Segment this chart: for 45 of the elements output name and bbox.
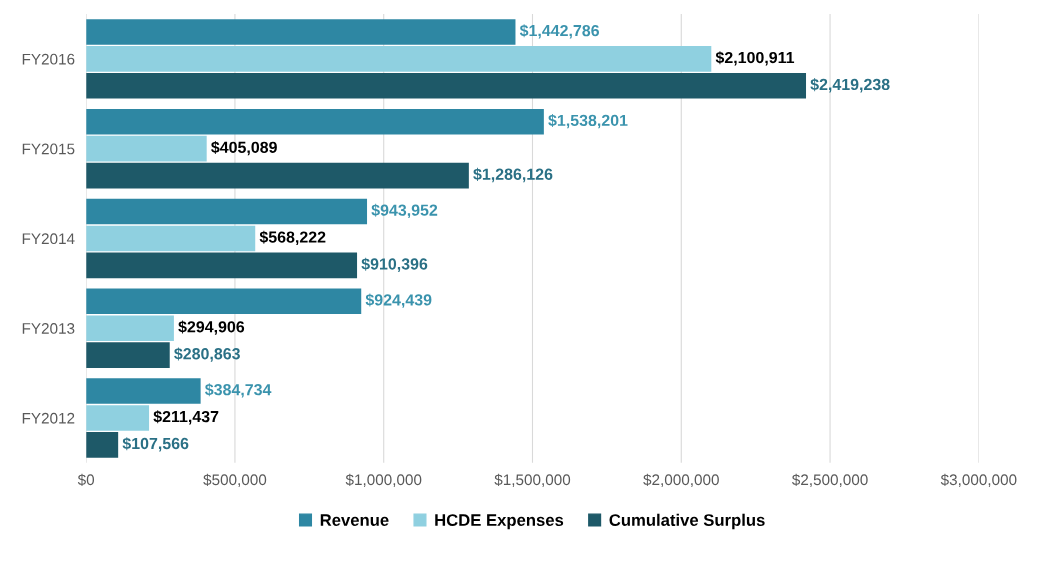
legend-label: HCDE Expenses <box>435 514 564 530</box>
legend-label: Revenue <box>320 514 389 526</box>
bar <box>86 108 544 135</box>
data-label: $568,222 <box>259 230 326 246</box>
data-label: $107,566 <box>122 437 189 452</box>
data-label: $1,538,201 <box>548 114 628 129</box>
data-label: $294,906 <box>178 320 245 335</box>
y-tick-label: FY2015 <box>22 143 75 155</box>
x-tick-label: $1,000,000 <box>345 473 422 487</box>
x-tick-label: $3,000,000 <box>940 473 1017 487</box>
data-label: $211,437 <box>153 410 219 425</box>
y-tick-label: FY2013 <box>22 323 75 334</box>
data-label: $943,952 <box>371 203 438 219</box>
bar <box>86 162 469 189</box>
bar <box>86 432 119 458</box>
bar <box>86 225 256 252</box>
legend-label: Cumulative Surplus <box>609 513 765 530</box>
bar <box>86 19 516 45</box>
y-tick-label: FY2016 <box>22 53 75 65</box>
data-label: $1,286,126 <box>473 167 553 183</box>
data-label: $384,734 <box>205 383 272 398</box>
x-tick-label: $1,500,000 <box>494 473 571 487</box>
y-tick-label: FY2014 <box>22 233 75 245</box>
x-tick-label: $500,000 <box>203 473 267 487</box>
data-label: $280,863 <box>174 347 240 362</box>
bar <box>86 252 358 279</box>
data-label: $405,089 <box>211 140 277 156</box>
x-tick-label: $0 <box>77 473 95 487</box>
bar <box>86 378 201 404</box>
bar <box>86 198 368 225</box>
data-label: $2,100,911 <box>715 51 795 66</box>
data-label: $1,442,786 <box>519 24 599 39</box>
bar <box>86 288 362 315</box>
bar <box>86 46 712 72</box>
bar <box>86 73 807 99</box>
x-tick-label: $2,500,000 <box>791 473 868 487</box>
bar <box>86 342 170 368</box>
data-label: $910,396 <box>361 257 428 272</box>
data-label: $2,419,238 <box>810 78 890 93</box>
y-tick-label: FY2012 <box>22 412 75 424</box>
data-label: $924,439 <box>365 293 432 308</box>
bar <box>86 135 207 162</box>
x-tick-label: $2,000,000 <box>643 473 719 487</box>
bar <box>86 405 150 431</box>
bar <box>86 315 174 341</box>
